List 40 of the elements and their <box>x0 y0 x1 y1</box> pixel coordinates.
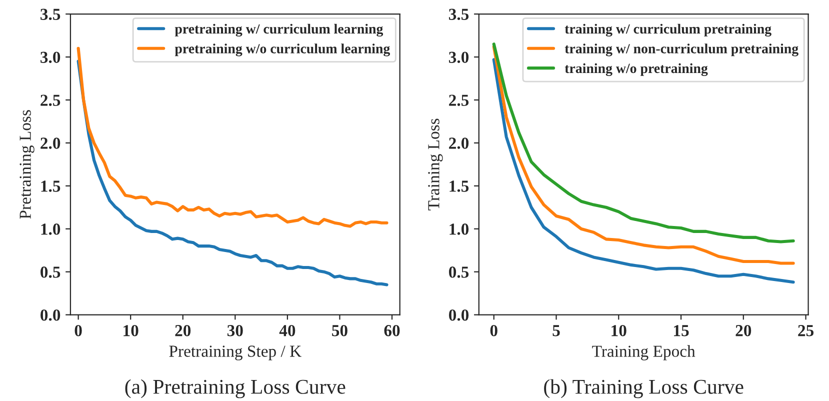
x-tick-label: 60 <box>384 324 400 336</box>
x-tick-label: 30 <box>227 324 243 336</box>
y-axis-title: Pretraining Loss <box>20 110 34 219</box>
y-tick-label: 0.5 <box>448 266 469 278</box>
x-tick-label: 20 <box>175 324 191 336</box>
x-tick-label: 25 <box>798 325 814 336</box>
x-axis-title: Pretraining Step / K <box>169 346 302 360</box>
legend-label: training w/o pretraining <box>564 63 708 76</box>
legend-label: training w/ curriculum pretraining <box>564 24 772 37</box>
y-tick-label: 3.0 <box>448 52 469 64</box>
y-tick-label: 2.0 <box>449 138 469 149</box>
y-tick-label: 3.5 <box>448 8 469 20</box>
y-tick-label: 0.0 <box>448 309 469 321</box>
y-tick-label: 1.5 <box>450 180 469 192</box>
legend-label: training w/ non-curriculum pretraining <box>564 44 798 56</box>
y-tick-label: 3.0 <box>40 52 60 64</box>
x-axis-title: Training Epoch <box>592 345 696 360</box>
y-tick-label: 2.5 <box>449 94 469 106</box>
x-tick-label: 15 <box>674 325 689 336</box>
x-tick-label: 50 <box>332 324 348 336</box>
y-tick-label: 0.5 <box>40 266 60 278</box>
y-tick-label: 2.5 <box>40 94 60 106</box>
legend-label: pretraining w/ curriculum learning <box>174 24 384 37</box>
legend-label: pretraining w/o curriculum learning <box>174 44 390 56</box>
text: (a) Pretraining Loss Curve <box>125 379 346 398</box>
y-tick-label: 1.0 <box>41 224 60 235</box>
y-axis-title: Training Loss <box>428 118 443 210</box>
x-tick-label: 20 <box>736 324 752 336</box>
y-tick-label: 1.0 <box>450 224 469 235</box>
x-tick-label: 5 <box>552 325 560 336</box>
y-tick-label: 1.5 <box>41 180 60 192</box>
x-tick-label: 40 <box>279 324 296 336</box>
x-tick-label: 10 <box>612 324 626 336</box>
text: (b) Training Loss Curve <box>544 379 744 398</box>
y-tick-label: 2.0 <box>40 138 60 149</box>
y-tick-label: 3.5 <box>40 8 60 20</box>
x-tick-label: 10 <box>124 324 138 336</box>
x-tick-label: 0 <box>490 324 498 336</box>
x-tick-label: 0 <box>74 324 82 336</box>
y-tick-label: 0.0 <box>40 309 60 321</box>
